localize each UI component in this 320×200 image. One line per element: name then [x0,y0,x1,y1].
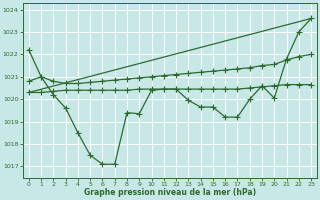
X-axis label: Graphe pression niveau de la mer (hPa): Graphe pression niveau de la mer (hPa) [84,188,256,197]
